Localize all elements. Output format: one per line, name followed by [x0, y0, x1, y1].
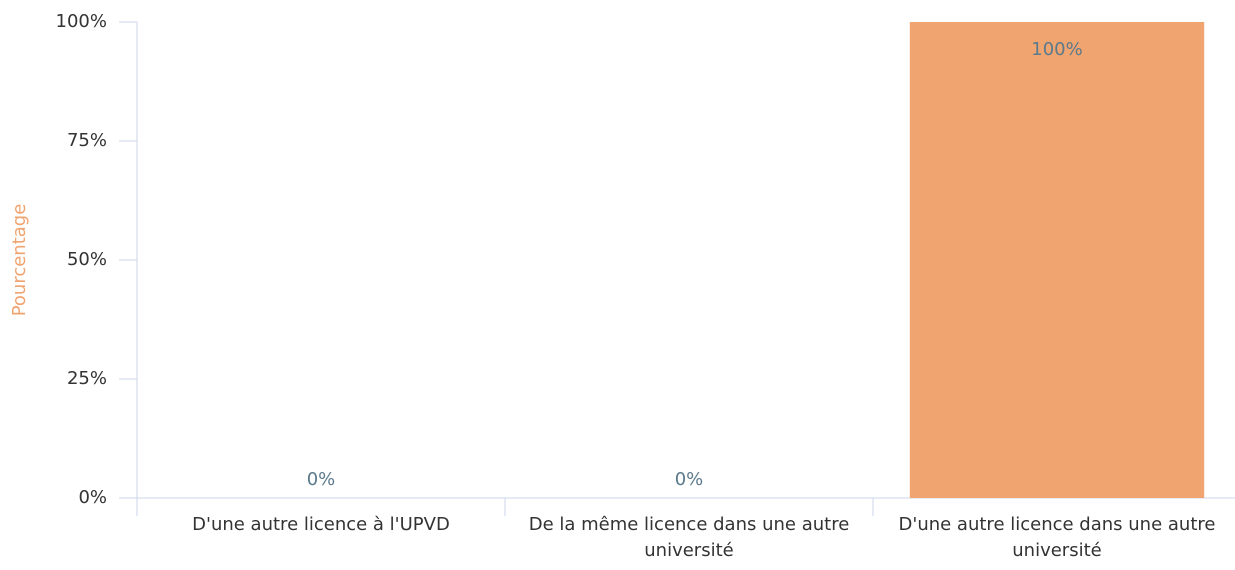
y-tick-label: 50% — [67, 249, 107, 270]
data-label: 100% — [1031, 39, 1082, 60]
x-tick-label: D'une autre licence à l'UPVD — [192, 514, 450, 535]
data-label: 0% — [675, 469, 704, 490]
y-tick-label: 0% — [78, 487, 107, 508]
y-tick-label: 100% — [56, 11, 107, 32]
data-label: 0% — [307, 469, 336, 490]
x-tick-label: De la même licence dans une autre univer… — [528, 514, 850, 561]
bar — [909, 22, 1205, 498]
y-axis-label: Pourcentage — [9, 204, 30, 317]
y-tick-label: 75% — [67, 130, 107, 151]
y-tick-label: 25% — [67, 368, 107, 389]
x-tick-label: D'une autre licence dans une autre unive… — [898, 514, 1216, 561]
